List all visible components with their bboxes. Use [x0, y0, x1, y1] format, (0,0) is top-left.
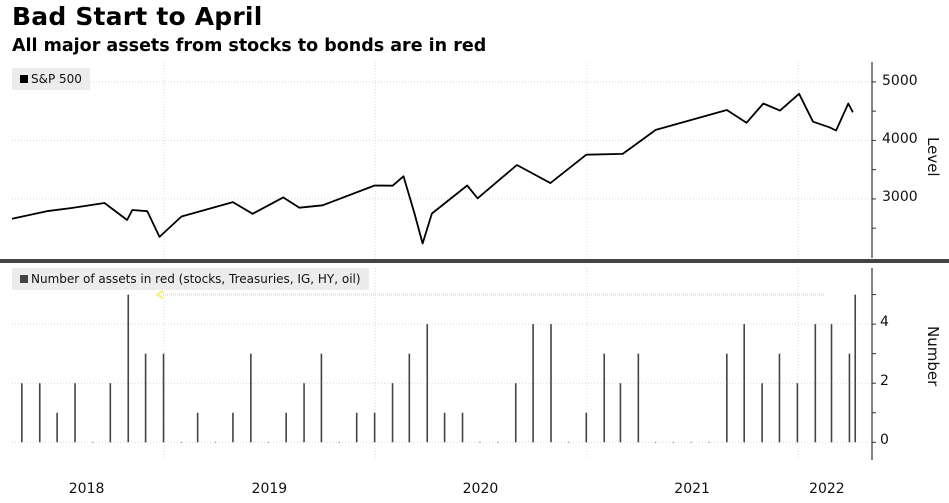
- legend-swatch-sp500: [20, 75, 28, 83]
- x-tick-label: 2018: [68, 481, 105, 497]
- sp500-line: [11, 92, 854, 245]
- legend-label-assets-red: Number of assets in red (stocks, Treasur…: [31, 272, 361, 286]
- y-tick-number: 2: [880, 373, 889, 389]
- y-axis-label-number: Number: [924, 326, 942, 387]
- legend-swatch-assets-red: [20, 275, 28, 283]
- x-tick-label: 2019: [251, 481, 288, 497]
- y-tick-level: 4000: [882, 131, 918, 147]
- y-tick-number: 0: [880, 432, 889, 448]
- y-tick-level: 3000: [882, 189, 918, 205]
- x-tick-label: 2020: [462, 481, 499, 497]
- legend-label-sp500: S&P 500: [31, 72, 82, 86]
- y-tick-level: 5000: [882, 73, 918, 89]
- chart-title: Bad Start to April: [12, 2, 263, 31]
- legend-sp500: S&P 500: [12, 68, 90, 90]
- x-tick-label: 2022: [809, 481, 845, 497]
- panel-divider: [0, 259, 949, 263]
- y-tick-number: 4: [880, 314, 889, 330]
- y-axis-label-level: Level: [924, 137, 942, 177]
- legend-assets-red: Number of assets in red (stocks, Treasur…: [12, 268, 369, 290]
- annotation-arrowhead: [155, 289, 164, 300]
- chart-subtitle: All major assets from stocks to bonds ar…: [12, 36, 487, 56]
- x-tick-label: 2021: [674, 481, 710, 497]
